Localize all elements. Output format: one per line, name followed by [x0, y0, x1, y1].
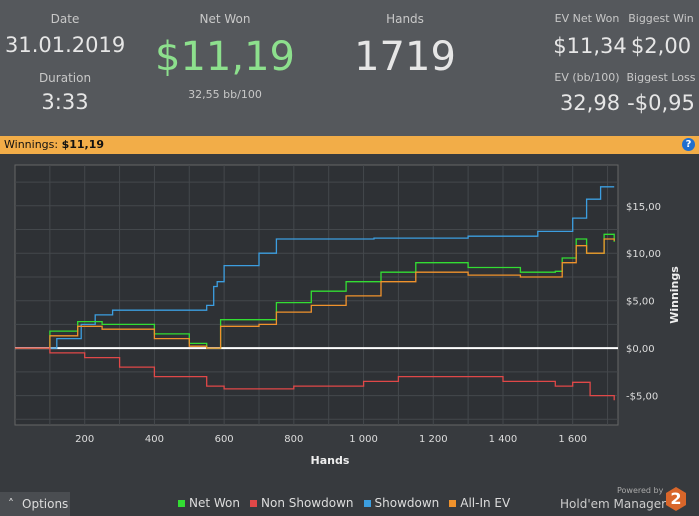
ev-bb-label: EV (bb/100)	[554, 71, 620, 84]
series-line-all-in-ev	[15, 238, 615, 349]
date-label: Date	[50, 12, 80, 26]
net-won-label: Net Won	[199, 12, 251, 26]
series-line-non-showdown	[15, 347, 615, 401]
x-tick-label: 1 200	[419, 434, 448, 445]
brand-name: Hold'em Manager	[560, 497, 667, 511]
y-tick-label: $10,00	[626, 249, 661, 260]
duration-label: Duration	[38, 71, 92, 85]
series-line-showdown	[15, 186, 615, 349]
hands-value: 1719	[354, 34, 456, 80]
net-won-value: $11,19	[155, 34, 295, 80]
legend-allin-ev[interactable]: All-In EV	[449, 496, 510, 510]
x-tick-label: 800	[284, 434, 303, 445]
y-tick-label: $15,00	[626, 202, 661, 213]
winnings-bar: Winnings: $11,19 ?	[0, 136, 699, 154]
hands-label: Hands	[386, 12, 424, 26]
options-button[interactable]: ˄ Options	[0, 492, 70, 516]
y-tick-label: $5,00	[626, 297, 655, 308]
powered-by: Powered by	[617, 486, 664, 495]
y-axis-label: Winnings	[668, 266, 681, 324]
x-tick-label: 1 600	[558, 434, 587, 445]
y-tick-label: -$5,00	[626, 392, 658, 403]
legend-showdown[interactable]: Showdown	[363, 496, 439, 510]
summary-header: Date 31.01.2019 Duration 3:33 Net Won $1…	[0, 0, 699, 136]
x-tick-label: 1 000	[349, 434, 378, 445]
x-tick-label: 1 400	[489, 434, 518, 445]
x-tick-label: 600	[215, 434, 234, 445]
brand-logo-icon: 2	[666, 487, 686, 511]
ev-bb-value: 32,98	[559, 91, 621, 115]
y-tick-label: $0,00	[626, 344, 655, 355]
winnings-chart: 200 400 600 800 1 000 1 200 1 400 1 600 $15,00 $1…	[14, 164, 681, 467]
x-axis-label: Hands	[311, 454, 350, 467]
chevron-up-icon: ˄	[8, 497, 14, 511]
x-tick-label: 400	[145, 434, 164, 445]
x-tick-label: 200	[75, 434, 94, 445]
biggest-loss-label: Biggest Loss	[626, 71, 696, 84]
legend-net-won[interactable]: Net Won	[178, 496, 240, 510]
biggest-win-label: Biggest Win	[628, 12, 694, 25]
date-value: 31.01.2019	[5, 33, 126, 57]
biggest-win-value: $2,00	[630, 34, 692, 58]
winnings-label: Winnings:	[4, 138, 59, 151]
options-label: Options	[22, 497, 69, 511]
legend-non-showdown[interactable]: Non Showdown	[250, 496, 354, 510]
bb100-value: 32,55 bb/100	[188, 88, 262, 101]
biggest-loss-value: -$0,95	[627, 91, 695, 115]
ev-net-won-value: $11,34	[553, 34, 627, 58]
help-icon[interactable]: ?	[682, 138, 695, 151]
ev-net-won-label: EV Net Won	[554, 12, 620, 25]
duration-value: 3:33	[41, 90, 89, 114]
legend: Net Won Non Showdown Showdown All-In EV	[178, 496, 510, 510]
winnings-value: $11,19	[61, 138, 105, 151]
